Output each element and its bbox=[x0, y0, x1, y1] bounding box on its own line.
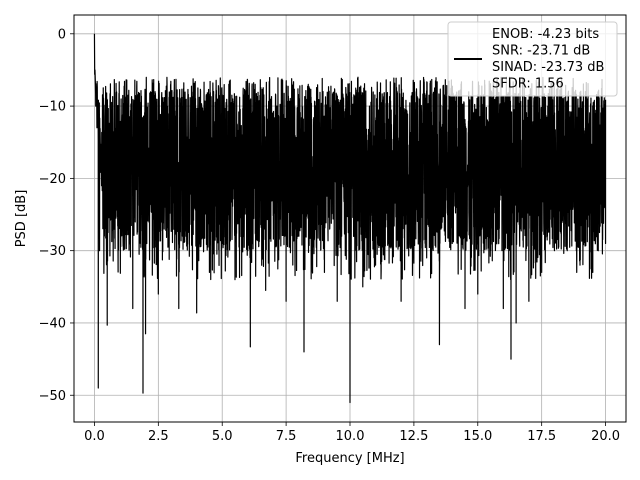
psd-series-line bbox=[93, 33, 607, 404]
x-tick-label: 17.5 bbox=[527, 429, 556, 444]
y-tick-label: −20 bbox=[39, 172, 66, 187]
y-tick-label: 0 bbox=[58, 27, 66, 42]
legend-entry: ENOB: -4.23 bits bbox=[492, 27, 599, 42]
plot-area bbox=[93, 33, 607, 404]
x-tick-label: 10.0 bbox=[336, 429, 365, 444]
ticks: 0.0 2.5 5.0 7.5 10.0 12.5 15.0 17.5 20.0 0 −10 −20 −… bbox=[39, 27, 620, 444]
y-tick-label: −10 bbox=[39, 100, 66, 115]
legend-entry: SNR: -23.71 dB bbox=[492, 44, 590, 59]
y-tick-label: −50 bbox=[39, 389, 66, 404]
x-tick-label: 20.0 bbox=[591, 429, 620, 444]
legend-box bbox=[447, 21, 618, 97]
x-tick-label: 0.0 bbox=[84, 429, 105, 444]
x-tick-label: 2.5 bbox=[148, 429, 169, 444]
x-tick-label: 5.0 bbox=[212, 429, 233, 444]
y-tick-label: −30 bbox=[39, 244, 66, 259]
x-tick-label: 12.5 bbox=[399, 429, 428, 444]
y-tick-label: −40 bbox=[39, 316, 66, 331]
legend-entry: SFDR: 1.56 bbox=[492, 77, 564, 92]
y-axis-label: PSD [dB] bbox=[14, 190, 29, 248]
x-axis-label: Frequency [MHz] bbox=[295, 451, 404, 466]
x-tick-label: 15.0 bbox=[463, 429, 492, 444]
x-tick-label: 7.5 bbox=[276, 429, 297, 444]
legend-entry: SINAD: -23.73 dB bbox=[492, 60, 604, 75]
